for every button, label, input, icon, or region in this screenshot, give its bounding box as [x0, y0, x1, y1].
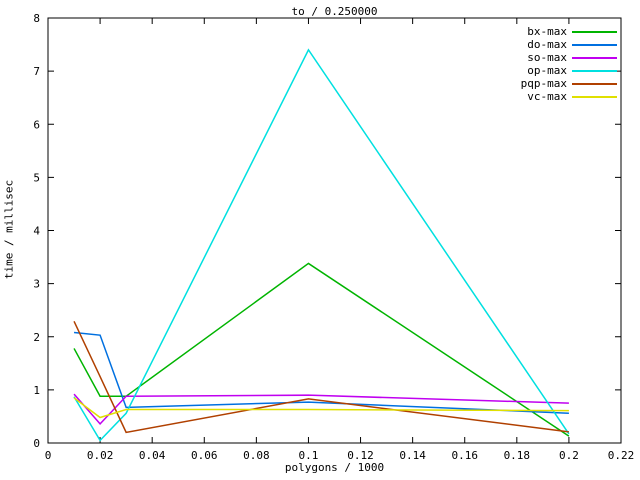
legend: bx-max do-max so-max op-max pqp-max vc-max: [505, 25, 617, 103]
legend-line-swatch: [572, 82, 617, 85]
legend-item-so-max: so-max: [505, 51, 617, 64]
series-line-do-max: [73, 331, 569, 414]
x-tick-label: 0.18: [504, 449, 531, 462]
legend-label: so-max: [527, 51, 567, 64]
x-tick-label: 0.02: [87, 449, 114, 462]
y-tick-label: 1: [33, 384, 40, 397]
legend-line-swatch: [572, 43, 617, 46]
x-tick-label: 0.2: [559, 449, 579, 462]
x-tick-label: 0.14: [399, 449, 426, 462]
y-tick-label: 6: [33, 118, 40, 131]
y-tick-label: 2: [33, 331, 40, 344]
y-tick-label: 5: [33, 171, 40, 184]
series-line-vc-max: [73, 397, 569, 419]
y-tick-label: 7: [33, 65, 40, 78]
y-tick-label: 3: [33, 278, 40, 291]
legend-label: pqp-max: [520, 77, 567, 90]
series-line-pqp-max: [73, 321, 570, 434]
legend-item-pqp-max: pqp-max: [505, 77, 617, 90]
y-tick-label: 0: [33, 437, 40, 450]
legend-item-do-max: do-max: [505, 38, 617, 51]
legend-item-bx-max: bx-max: [505, 25, 617, 38]
legend-label: vc-max: [527, 90, 567, 103]
x-tick-label: 0.1: [299, 449, 319, 462]
x-tick-label: 0.06: [191, 449, 218, 462]
legend-label: op-max: [527, 64, 567, 77]
legend-label: do-max: [527, 38, 567, 51]
legend-line-swatch: [572, 69, 617, 72]
y-tick-label: 8: [33, 12, 40, 25]
legend-item-op-max: op-max: [505, 64, 617, 77]
legend-label: bx-max: [527, 25, 567, 38]
x-tick-label: 0.08: [243, 449, 270, 462]
x-axis-label: polygons / 1000: [284, 461, 385, 474]
series-line-so-max: [73, 393, 569, 425]
x-tick-label: 0.22: [608, 449, 635, 462]
legend-item-vc-max: vc-max: [505, 90, 617, 103]
x-tick-label: 0: [45, 449, 52, 462]
chart-title: to / 0.250000: [291, 5, 378, 18]
x-tick-label: 0.12: [347, 449, 374, 462]
y-tick-label: 4: [33, 225, 40, 238]
x-tick-label: 0.04: [139, 449, 166, 462]
series-line-op-max: [73, 48, 570, 442]
legend-line-swatch: [572, 56, 617, 59]
x-tick-label: 0.16: [451, 449, 478, 462]
legend-line-swatch: [572, 30, 617, 33]
legend-line-swatch: [572, 95, 617, 98]
